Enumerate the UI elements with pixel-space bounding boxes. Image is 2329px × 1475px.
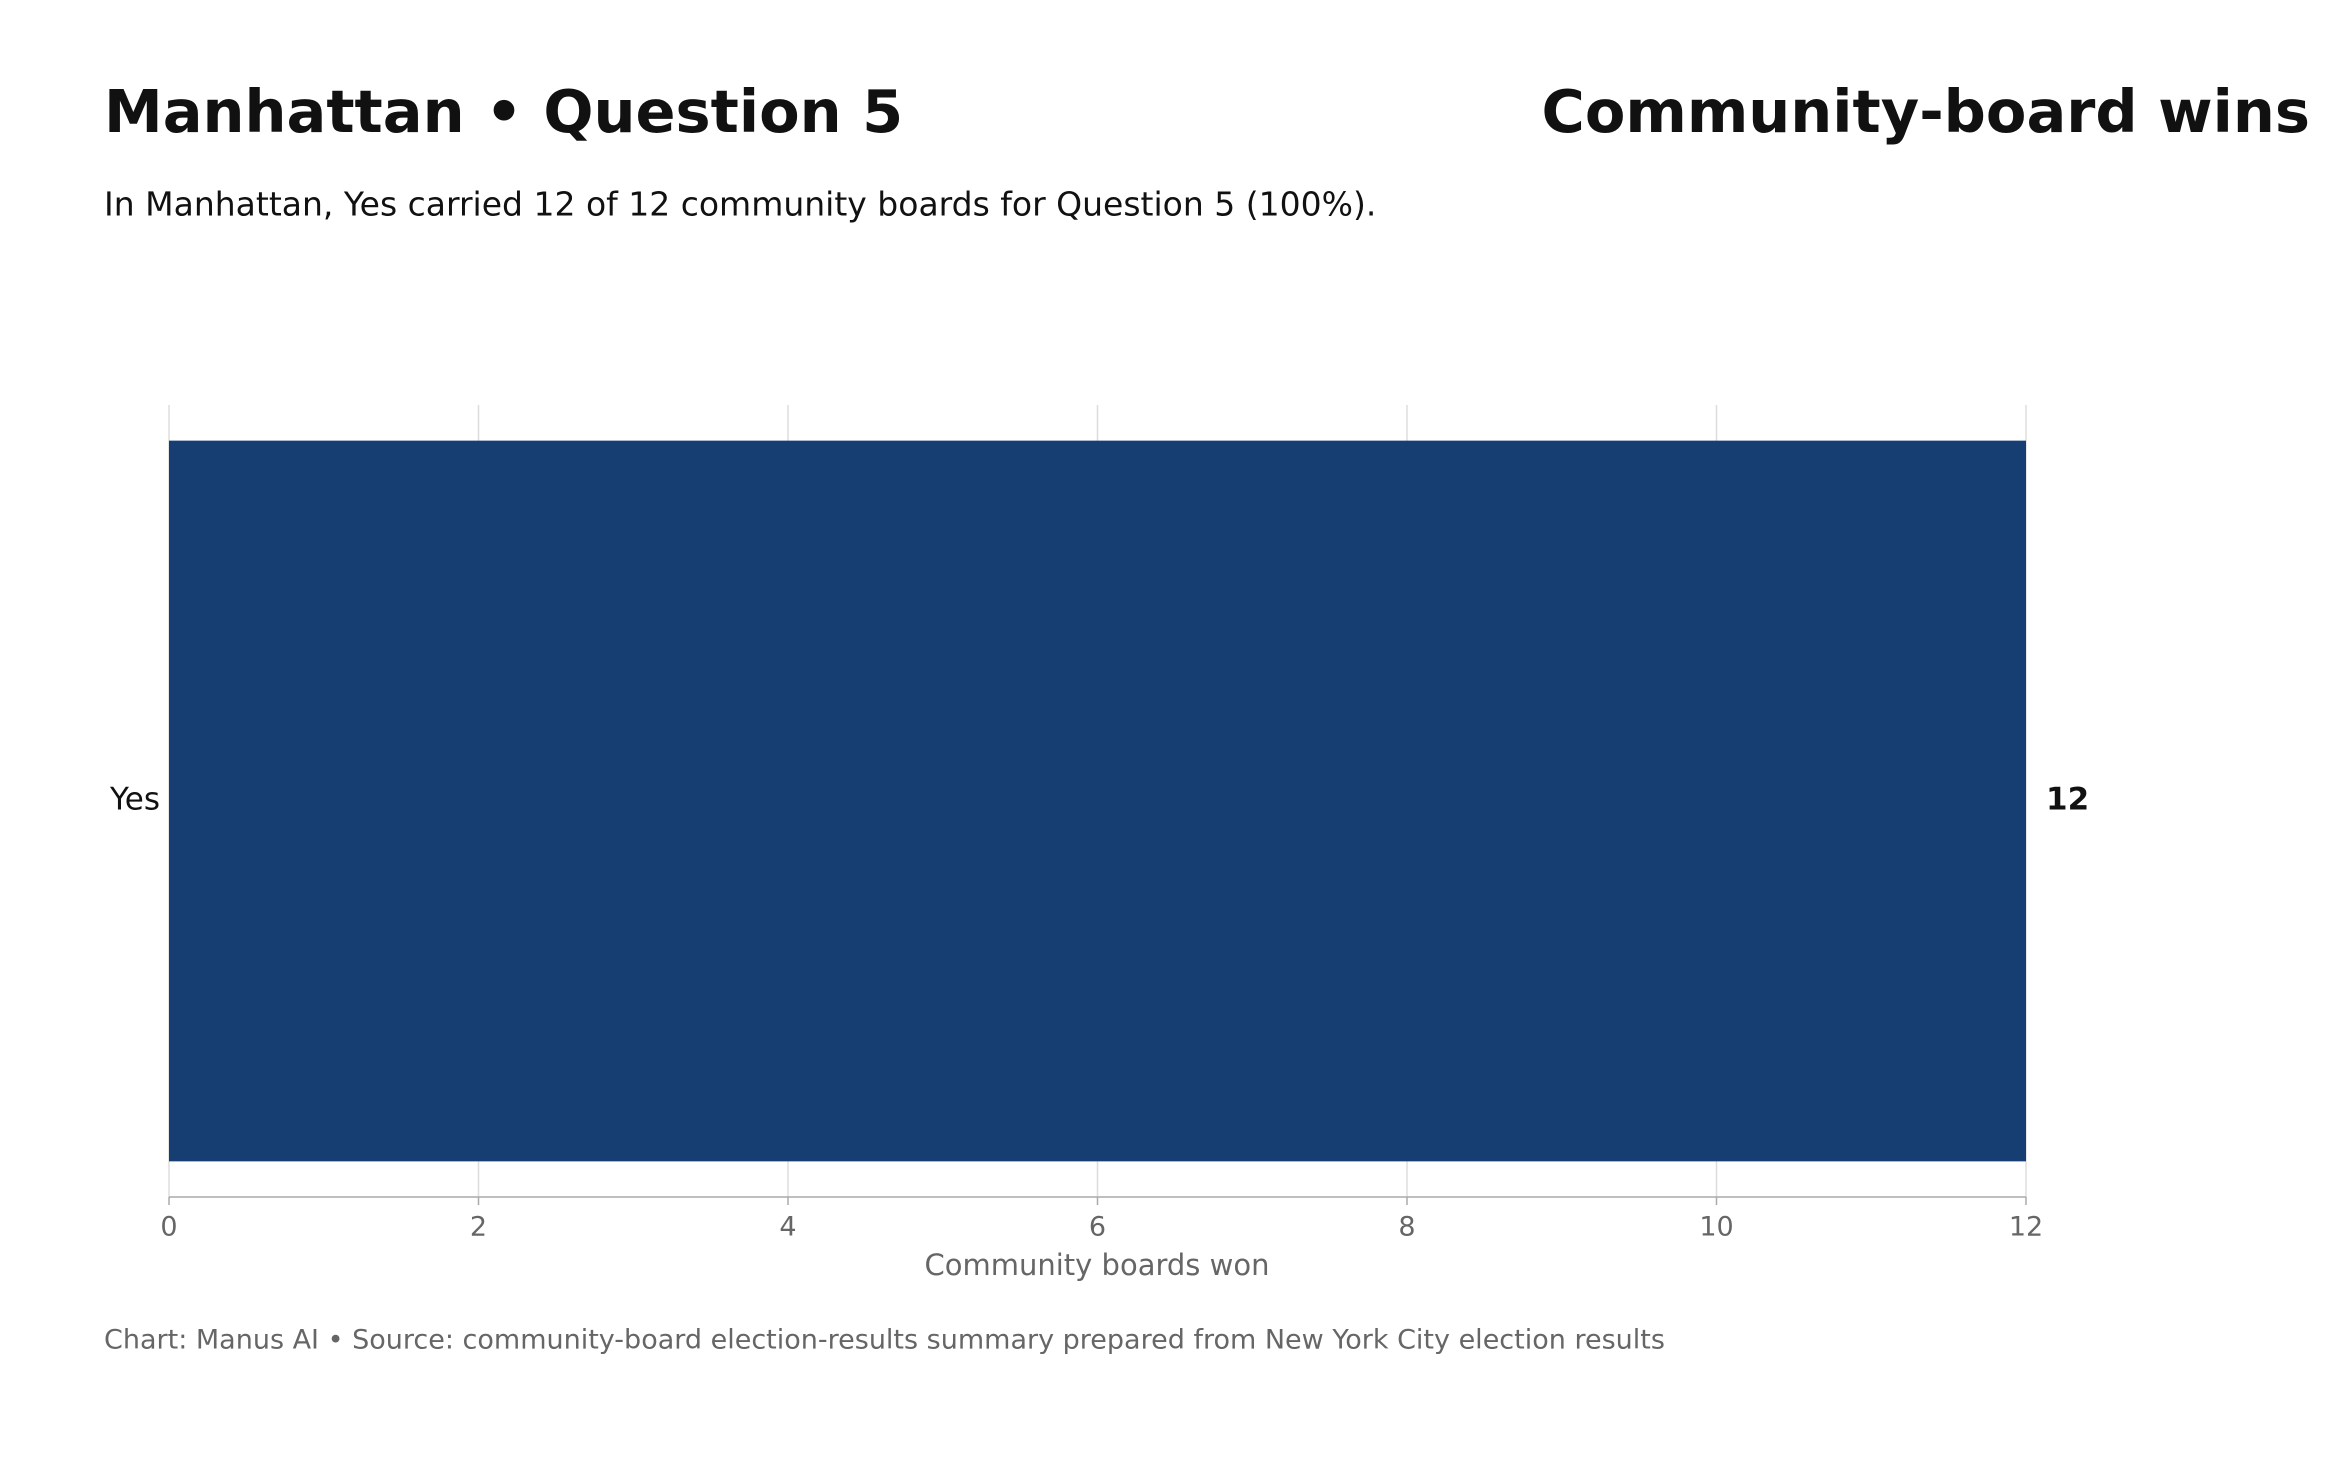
x-tick-label: 4 [779,1212,796,1243]
x-axis-label: Community boards won [925,1248,1270,1282]
chart-footer: Chart: Manus AI • Source: community-boar… [104,1325,1665,1356]
chart-heading: Manhattan • Question 5 [104,77,903,146]
x-tick-label: 6 [1089,1212,1106,1243]
value-label: 12 [2046,782,2089,818]
x-tick-label: 8 [1398,1212,1415,1243]
x-tick-label: 12 [2009,1212,2043,1243]
x-tick-label: 10 [1699,1212,1733,1243]
chart-subtitle: In Manhattan, Yes carried 12 of 12 commu… [104,185,1376,224]
chart-title: Community-board wins [1542,77,2310,146]
x-tick-label: 2 [470,1212,487,1243]
y-tick-label: Yes [109,782,160,818]
bar [169,440,2026,1162]
x-tick-label: 0 [160,1212,177,1243]
